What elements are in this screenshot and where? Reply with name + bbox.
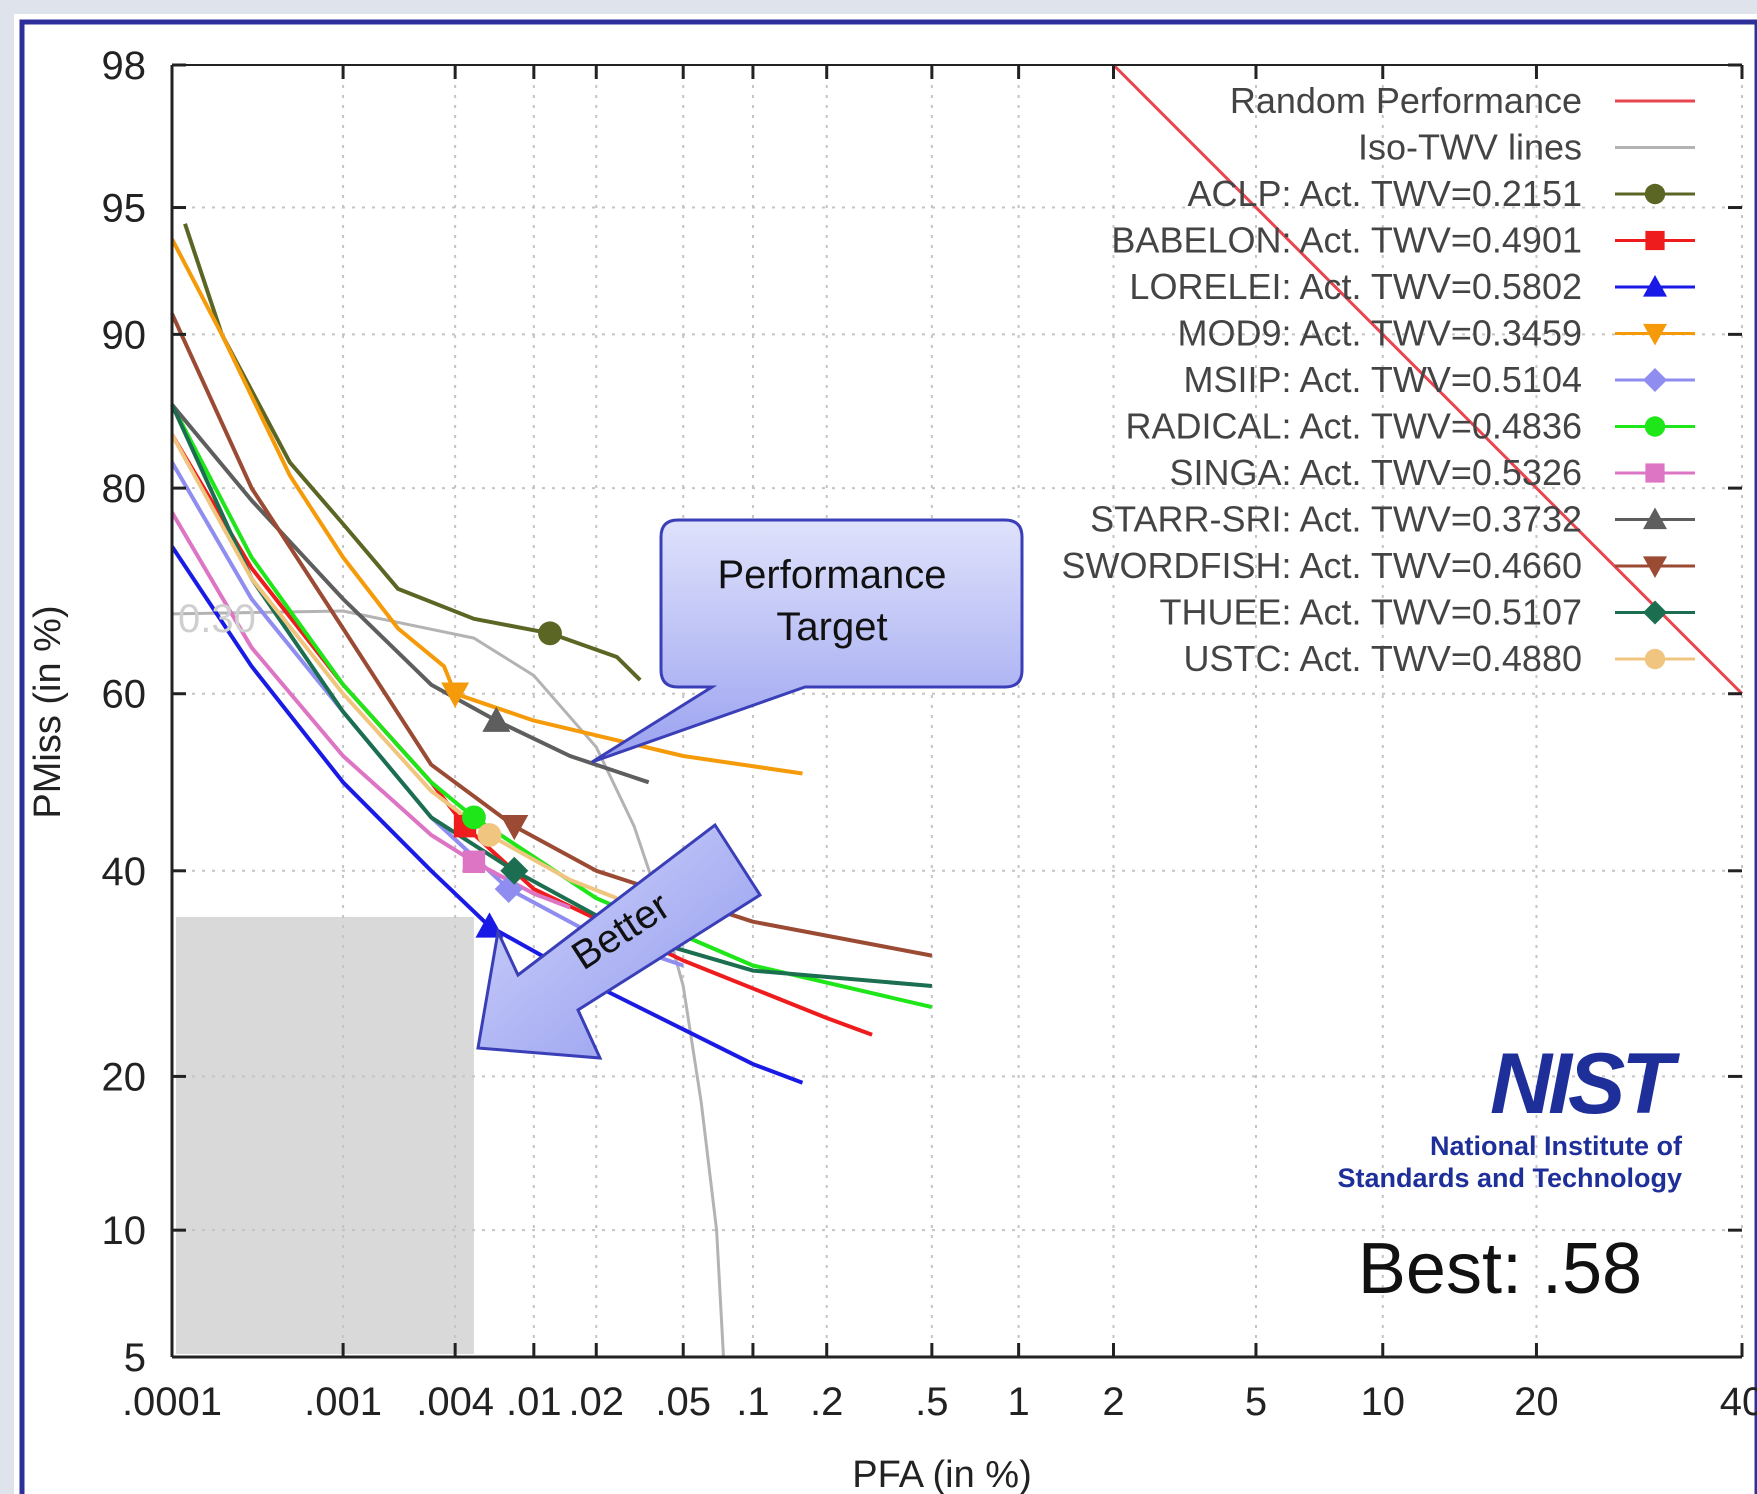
series-marker [475, 912, 504, 938]
y-tick-label: 40 [102, 850, 147, 894]
iso-twv-line [171, 609, 725, 1358]
best-score: Best: .58 [1358, 1229, 1642, 1309]
legend-swatch-marker [1644, 416, 1666, 437]
panel-border [19, 19, 1757, 1494]
legend-label: ACLP: Act. TWV=0.2151 [1187, 173, 1582, 214]
series-line [170, 403, 650, 785]
series-line [170, 238, 803, 776]
target-region [176, 916, 474, 1354]
x-tick-label: .0001 [122, 1380, 222, 1424]
legend-label: LORELEI: Act. TWV=0.5802 [1129, 266, 1582, 307]
better-arrow-shape [476, 822, 763, 1060]
legend-swatch-marker [1644, 183, 1666, 205]
nist-line-2: Standards and Technology [1337, 1163, 1682, 1193]
x-tick-label: 20 [1514, 1380, 1559, 1424]
legend-label: STARR-SRI: Act. TWV=0.3732 [1090, 499, 1582, 540]
series-marker [477, 823, 502, 847]
y-tick-label: 90 [102, 313, 147, 357]
series-line [170, 545, 804, 1085]
x-tick-label: .5 [915, 1380, 948, 1424]
marker-layer [441, 621, 562, 938]
legend-swatch-marker [1645, 463, 1665, 483]
series-marker [462, 805, 486, 830]
x-tick-label: .02 [568, 1380, 624, 1424]
x-tick-label: 40 [1720, 1380, 1757, 1424]
legend-label: Iso-TWV lines [1358, 127, 1582, 168]
series-marker [494, 875, 523, 904]
target-region-layer [176, 916, 474, 1354]
x-tick-label: 2 [1102, 1380, 1124, 1424]
x-tick-label: 1 [1008, 1380, 1030, 1424]
legend-swatch-marker [1643, 507, 1667, 530]
series-marker [482, 706, 511, 732]
y-tick-label: 80 [102, 467, 147, 511]
x-tick-label: .01 [506, 1380, 562, 1424]
x-tick-label: 5 [1245, 1380, 1267, 1424]
legend-swatch-marker [1645, 230, 1665, 251]
performance-target-callout: Performance Target [591, 518, 1024, 764]
nist-line-1: National Institute of [1430, 1131, 1683, 1161]
series-marker [462, 850, 486, 873]
series-marker [500, 814, 529, 841]
random-performance-layer [1112, 65, 1744, 695]
legend-label: SWORDFISH: Act. TWV=0.4660 [1062, 545, 1583, 586]
y-axis-title: PMiss (in %) [27, 605, 69, 818]
legend-swatch-marker [1644, 648, 1666, 670]
x-tick-label: .2 [810, 1380, 843, 1424]
y-tick-label: 95 [102, 187, 147, 231]
x-tick-label: .05 [655, 1380, 711, 1424]
series-marker [538, 621, 562, 646]
nist-wordmark: NIST [1490, 1036, 1680, 1132]
axes [170, 63, 1744, 1359]
series-marker [441, 682, 470, 708]
random-performance-line [1112, 65, 1744, 695]
legend-swatch-marker [1643, 275, 1667, 297]
series-line [170, 511, 571, 910]
legend-swatch-marker [1643, 323, 1667, 346]
legend-swatch-marker [1643, 600, 1667, 625]
iso-twv-layer [171, 609, 725, 1358]
legend-label: USTC: Act. TWV=0.4880 [1184, 638, 1583, 679]
series-line [170, 403, 933, 1010]
callout-line-2: Target [776, 605, 887, 649]
x-tick-label: .1 [736, 1380, 769, 1424]
legend-swatch-marker [1643, 368, 1667, 392]
x-tick-label: .001 [304, 1380, 382, 1424]
legend-swatch-marker [1643, 556, 1667, 578]
y-tick-label: 60 [102, 673, 147, 717]
x-tick-label: .004 [416, 1380, 494, 1424]
tick-labels: .0001 .001 .004 .01.02 .05 .1 .2 .5 1 2 5 10 20 40 5 10… [102, 44, 1757, 1424]
x-tick-label: 10 [1361, 1380, 1406, 1424]
series-marker [500, 856, 529, 885]
legend-label: THUEE: Act. TWV=0.5107 [1159, 592, 1582, 633]
y-tick-label: 10 [102, 1209, 147, 1253]
legend-label: RADICAL: Act. TWV=0.4836 [1125, 406, 1582, 447]
callout-line-1: Performance [718, 553, 947, 597]
legend-label: BABELON: Act. TWV=0.4901 [1111, 220, 1582, 261]
legend-label: MOD9: Act. TWV=0.3459 [1177, 313, 1582, 354]
callout-bubble [591, 518, 1024, 764]
legend: Random Performance Iso-TWV lines ACLP: Act… [1062, 80, 1695, 679]
x-axis-title: PFA (in %) [852, 1454, 1032, 1494]
legend-label: SINGA: Act. TWV=0.5326 [1169, 452, 1582, 493]
y-tick-label: 98 [102, 44, 147, 88]
better-arrow: Better [476, 822, 763, 1060]
nist-logo: NIST National Institute of Standards and… [1337, 1036, 1684, 1193]
legend-label: Random Performance [1230, 80, 1582, 121]
y-tick-label: 5 [124, 1336, 146, 1380]
legend-label: MSIIP: Act. TWV=0.5104 [1183, 359, 1582, 400]
iso-twv-label: 0.30 [178, 597, 256, 641]
y-tick-label: 20 [102, 1055, 147, 1099]
series-line [170, 433, 618, 901]
